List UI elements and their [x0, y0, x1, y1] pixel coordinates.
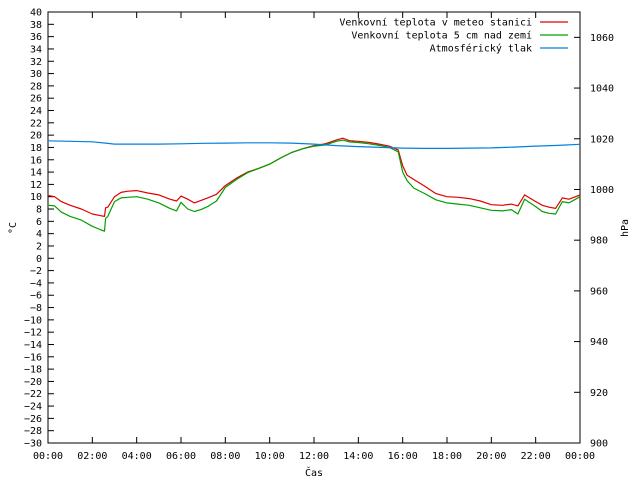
y2-tick-label: 980 [590, 236, 608, 247]
y-tick-label: 26 [30, 94, 42, 105]
y-tick-label: 32 [30, 57, 42, 68]
y-tick-label: 20 [30, 131, 42, 142]
y-axis-ticks: −30−28−26−24−22−20−18−16−14−12−10−8−6−4−… [24, 8, 54, 450]
y-tick-label: 40 [30, 8, 42, 19]
series-line-3 [47, 140, 581, 149]
y-tick-label: 22 [30, 118, 42, 129]
x-tick-label: 14:00 [343, 451, 373, 462]
x-tick-label: 00:00 [33, 451, 63, 462]
plot-border [47, 11, 581, 444]
y-tick-label: −18 [24, 365, 42, 376]
y-tick-label: −22 [24, 389, 42, 400]
y-tick-label: 28 [30, 81, 42, 92]
y2-tick-label: 900 [590, 439, 608, 450]
series-lines [47, 137, 581, 232]
y-tick-label: 0 [36, 254, 42, 265]
y-tick-label: 24 [30, 106, 42, 117]
y-tick-label: −30 [24, 439, 42, 450]
y2-axis-ticks: 900 920 940 960 980 1000 1020 1040 1060 [574, 33, 614, 450]
y2-tick-label: 920 [590, 388, 608, 399]
x-tick-label: 06:00 [166, 451, 196, 462]
y-tick-label: −6 [30, 291, 42, 302]
y-tick-label: 6 [36, 217, 42, 228]
y2-tick-label: 1020 [590, 134, 614, 145]
y-tick-label: −16 [24, 352, 42, 363]
y2-tick-label: 1060 [590, 33, 614, 44]
y-tick-label: 2 [36, 241, 42, 252]
y-tick-label: −8 [30, 303, 42, 314]
legend: Venkovní teplota v meteo staniciVenkovní… [339, 17, 568, 55]
y-tick-label: 36 [30, 32, 42, 43]
y-tick-label: 12 [30, 180, 42, 191]
y-tick-label: 38 [30, 20, 42, 31]
y-axis-label: °C [8, 222, 19, 234]
y-tick-label: −10 [24, 315, 42, 326]
x-axis-ticks: 00:00 02:00 04:00 06:00 08:00 10:00 12:00 14:00… [33, 12, 595, 462]
x-axis-label: Čas [305, 466, 323, 479]
legend-label: Venkovní teplota 5 cm nad zemí [351, 30, 532, 42]
y2-tick-label: 1000 [590, 185, 614, 196]
x-tick-label: 22:00 [521, 451, 551, 462]
x-tick-label: 04:00 [122, 451, 152, 462]
legend-label: Atmosférický tlak [430, 43, 532, 55]
x-tick-label: 08:00 [210, 451, 240, 462]
y-tick-label: 16 [30, 155, 42, 166]
x-tick-label: 18:00 [432, 451, 462, 462]
y2-tick-label: 1040 [590, 84, 614, 95]
series-line-2 [47, 139, 581, 232]
y-tick-label: −20 [24, 377, 42, 388]
y-tick-label: −28 [24, 426, 42, 437]
series-line-1 [47, 137, 581, 217]
y-tick-label: −12 [24, 328, 42, 339]
x-tick-label: 10:00 [255, 451, 285, 462]
x-tick-label: 00:00 [565, 451, 595, 462]
y-tick-label: −24 [24, 402, 42, 413]
y-tick-label: −4 [30, 278, 42, 289]
y-tick-label: 30 [30, 69, 42, 80]
y2-axis-label: hPa [620, 219, 631, 237]
y-tick-label: −26 [24, 414, 42, 425]
y-tick-label: 8 [36, 205, 42, 216]
y-tick-label: −2 [30, 266, 42, 277]
y-tick-label: 4 [36, 229, 42, 240]
x-tick-label: 20:00 [476, 451, 506, 462]
x-tick-label: 16:00 [388, 451, 418, 462]
x-tick-label: 02:00 [77, 451, 107, 462]
y-tick-label: 18 [30, 143, 42, 154]
y2-tick-label: 960 [590, 286, 608, 297]
y-tick-label: −14 [24, 340, 42, 351]
y-tick-label: 10 [30, 192, 42, 203]
legend-label: Venkovní teplota v meteo stanici [339, 17, 532, 29]
y-tick-label: 14 [30, 168, 42, 179]
y2-tick-label: 940 [590, 337, 608, 348]
y-tick-label: 34 [30, 44, 42, 55]
x-tick-label: 12:00 [299, 451, 329, 462]
